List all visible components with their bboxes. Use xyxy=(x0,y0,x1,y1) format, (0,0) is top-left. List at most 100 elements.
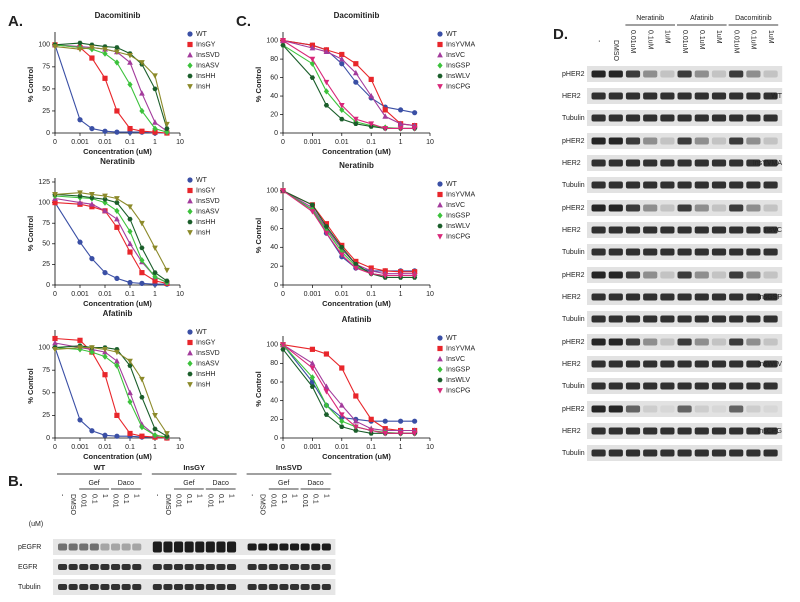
data-point xyxy=(280,342,286,348)
lane-label: DMSO xyxy=(259,494,266,516)
blot-band xyxy=(677,226,692,234)
y-tick-label: 0 xyxy=(46,282,50,289)
blot-band xyxy=(216,584,226,590)
blot-band xyxy=(174,584,184,590)
blot-band xyxy=(694,114,709,122)
blot-band xyxy=(268,543,278,551)
blot-band xyxy=(711,159,727,167)
data-point xyxy=(382,113,389,119)
blot-band xyxy=(184,584,194,590)
blot-band xyxy=(694,427,709,435)
x-tick-label: 0 xyxy=(53,444,57,451)
blot-band xyxy=(746,70,761,78)
blot-band xyxy=(279,584,289,590)
blot-band xyxy=(591,315,606,323)
blot-band xyxy=(625,405,641,413)
data-point xyxy=(102,432,108,438)
data-point xyxy=(77,337,83,343)
blot-band xyxy=(174,541,184,553)
blot-band xyxy=(163,564,173,570)
data-point xyxy=(309,360,316,366)
blot-band xyxy=(694,315,709,323)
blot-band xyxy=(608,449,623,457)
series-line xyxy=(54,342,167,438)
row-label: pHER2 xyxy=(562,406,585,413)
blot-band xyxy=(625,449,641,457)
blot-band xyxy=(677,159,692,167)
blot-band xyxy=(694,293,709,301)
data-point xyxy=(412,418,418,424)
blot-band xyxy=(643,293,658,301)
blot-band xyxy=(643,360,658,368)
x-tick-label: 0.01 xyxy=(98,291,112,298)
x-tick-label: 0.1 xyxy=(366,444,376,451)
data-point xyxy=(139,60,145,66)
blot-band xyxy=(694,382,709,390)
blot-band xyxy=(763,114,778,122)
blot-band xyxy=(660,70,675,78)
x-tick-label: 10 xyxy=(176,444,184,451)
legend-marker xyxy=(187,31,193,37)
data-point xyxy=(102,372,108,378)
legend-label: WT xyxy=(196,329,208,336)
data-point xyxy=(89,204,95,210)
blot-band xyxy=(763,405,778,413)
row-label: HER2 xyxy=(562,428,581,435)
data-point xyxy=(309,384,315,389)
blot-band xyxy=(729,293,744,301)
data-point xyxy=(309,202,315,208)
blot-band xyxy=(677,382,692,390)
blot-band xyxy=(711,271,727,279)
blot-band xyxy=(677,315,692,323)
data-point xyxy=(102,46,108,53)
blot-band xyxy=(763,137,778,145)
data-point xyxy=(397,126,404,132)
legend-marker xyxy=(187,219,193,225)
blot-band xyxy=(625,271,641,279)
blot-band xyxy=(311,584,321,590)
lane-label: 0.1 xyxy=(185,494,192,504)
blot-band xyxy=(746,427,761,435)
data-point xyxy=(114,362,120,369)
blot-band xyxy=(258,584,268,590)
blot-band xyxy=(300,564,310,570)
blot-band xyxy=(608,427,623,435)
blot-band xyxy=(660,226,675,234)
chart-title: Neratinib xyxy=(100,157,135,166)
data-point xyxy=(114,224,120,230)
blot-band xyxy=(89,564,99,570)
lane-label: 1 xyxy=(101,494,108,498)
legend-label: InsHH xyxy=(196,219,215,226)
lane-label: DMSO xyxy=(69,494,76,516)
blot-band xyxy=(591,449,606,457)
legend-label: InsH xyxy=(196,381,210,388)
y-tick-label: 80 xyxy=(270,206,278,213)
blot-band xyxy=(290,564,300,570)
data-point xyxy=(127,249,133,255)
chart-title: Dacomitinib xyxy=(95,11,141,20)
data-point xyxy=(139,107,145,115)
legend-label: InsYVMA xyxy=(446,41,476,48)
data-point xyxy=(280,42,286,48)
blot-band xyxy=(677,449,692,457)
data-point xyxy=(323,388,330,395)
y-tick-label: 100 xyxy=(266,342,278,349)
x-axis-label: Concentration (uM) xyxy=(322,299,391,308)
blot-band xyxy=(643,427,658,435)
y-tick-label: 0 xyxy=(274,282,278,289)
y-tick-label: 20 xyxy=(270,111,278,118)
lane-label: 1 xyxy=(322,494,329,498)
blot-band xyxy=(625,181,641,189)
data-point xyxy=(339,61,345,67)
blot-band xyxy=(729,382,744,390)
blot-band xyxy=(694,338,709,346)
series-line xyxy=(282,40,415,114)
data-point xyxy=(397,273,404,279)
x-tick-label: 0 xyxy=(281,444,285,451)
data-point xyxy=(139,376,145,383)
legend-marker xyxy=(187,360,193,367)
blot-band xyxy=(660,204,675,212)
blot-band xyxy=(591,382,606,390)
group-label: InsGY xyxy=(183,463,205,472)
data-point xyxy=(114,196,120,202)
